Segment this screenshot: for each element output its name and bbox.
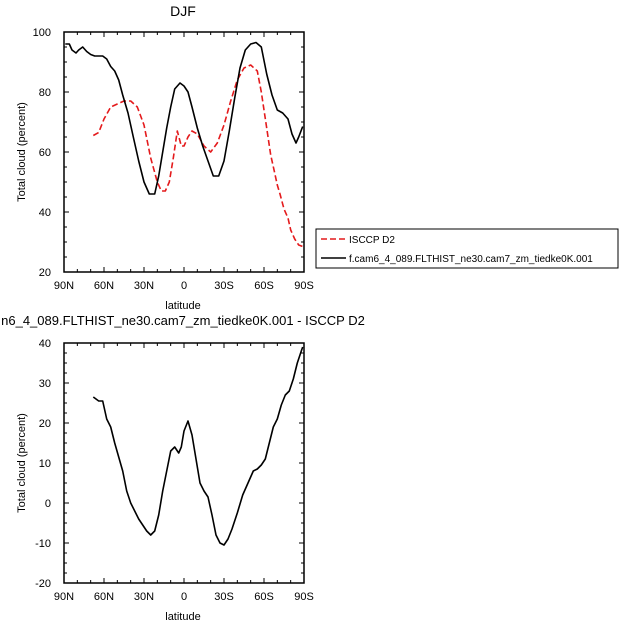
bottom-chart-frame: [63, 342, 305, 584]
legend-box: [315, 228, 619, 269]
top-xtick-label: 60S: [254, 280, 274, 292]
bottom-xtick-label: 60S: [254, 591, 274, 603]
top-xtick-label: 30S: [214, 280, 234, 292]
top-xtick-label: 0: [181, 280, 187, 292]
bottom-chart-ylabel: Total cloud (percent): [16, 413, 28, 513]
bottom-xtick-label: 30S: [214, 591, 234, 603]
top-ytick-label: 100: [33, 27, 51, 39]
top-chart-ticks: 90N 60N 30N 0 30S 60S 90S 20 40 60 80 100: [33, 27, 314, 292]
top-xtick-label: 60N: [94, 280, 114, 292]
bottom-xtick-label: 90N: [54, 591, 74, 603]
bottom-ytick-label: 40: [39, 338, 51, 350]
legend-label-model: f.cam6_4_089.FLTHIST_ne30.cam7_zm_tiedke…: [349, 254, 593, 265]
top-ytick-label: 40: [39, 207, 51, 219]
bottom-chart-ticks: 90N 60N 30N 0 30S 60S 90S -20 -10 0 10 20 30 40: [35, 338, 314, 603]
top-chart-series: [65, 41, 304, 248]
bottom-series-line-1: [92, 346, 304, 546]
top-ytick-label: 60: [39, 147, 51, 159]
bottom-ytick-label: 10: [39, 458, 51, 470]
top-xtick-label: 90S: [294, 280, 314, 292]
top-chart-legend: ISCCP D2 f.cam6_4_089.FLTHIST_ne30.cam7_…: [315, 228, 619, 269]
top-chart-panel: DJF 90N 60N 30N 0 30S 60S 90S 20 40 60 80 100 latit…: [16, 3, 314, 312]
bottom-chart-series: [92, 346, 304, 546]
top-ytick-label: 20: [39, 267, 51, 279]
top-chart-ylabel: Total cloud (percent): [16, 102, 28, 202]
bottom-xtick-label: 60N: [94, 591, 114, 603]
top-ytick-label: 80: [39, 87, 51, 99]
bottom-ytick-label: -10: [35, 538, 51, 550]
bottom-xtick-label: 30N: [134, 591, 154, 603]
bottom-ytick-label: 30: [39, 378, 51, 390]
legend-label-isccp: ISCCP D2: [349, 235, 395, 246]
top-xtick-label: 30N: [134, 280, 154, 292]
bottom-chart-panel: n6_4_089.FLTHIST_ne30.cam7_zm_tiedke0K.0…: [1, 313, 365, 623]
top-chart-xlabel: latitude: [165, 300, 200, 312]
top-xtick-label: 90N: [54, 280, 74, 292]
top-chart-title: DJF: [170, 3, 196, 19]
bottom-chart-xlabel: latitude: [165, 611, 200, 623]
top-chart-frame: [63, 31, 305, 273]
bottom-xtick-label: 90S: [294, 591, 314, 603]
bottom-ytick-label: 0: [45, 498, 51, 510]
bottom-chart-title: n6_4_089.FLTHIST_ne30.cam7_zm_tiedke0K.0…: [1, 313, 365, 328]
bottom-ytick-label: 20: [39, 418, 51, 430]
bottom-xtick-label: 0: [181, 591, 187, 603]
top-series-line-2: [65, 41, 304, 195]
bottom-ytick-label: -20: [35, 578, 51, 590]
